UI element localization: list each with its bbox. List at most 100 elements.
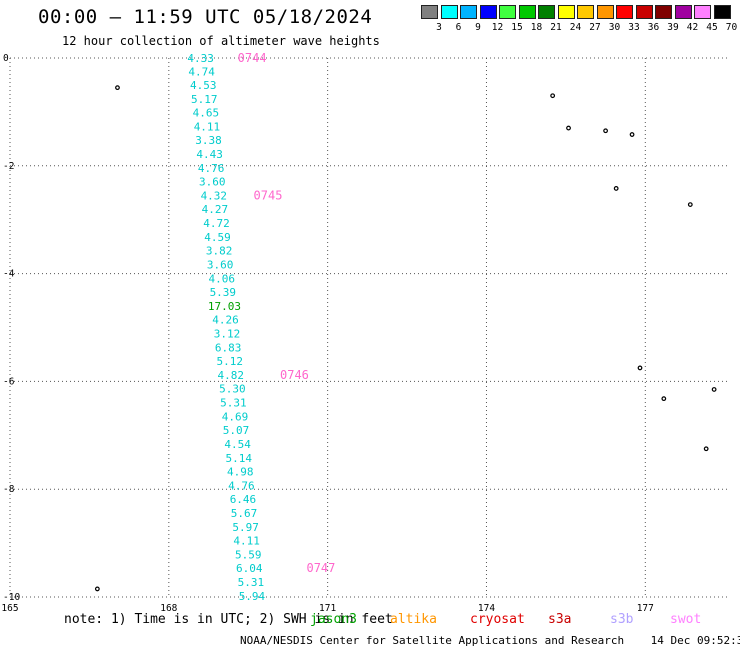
- scale-swatch: [479, 5, 497, 19]
- scale-label: 24: [569, 22, 582, 33]
- footer-note: note: 1) Time is in UTC; 2) SWH is in fe…: [64, 612, 393, 627]
- map-title: 00:00 — 11:59 UTC 05/18/2024: [38, 6, 373, 28]
- scale-swatch: [577, 5, 594, 19]
- wave-height-value: 5.17: [191, 93, 218, 106]
- scale-label: 30: [608, 22, 621, 33]
- wave-height-value: 4.11: [194, 120, 221, 133]
- scale-label: 9: [475, 22, 481, 33]
- scale-swatch: [460, 5, 477, 19]
- scale-swatch: [655, 5, 672, 19]
- latitude-tick-label: -4: [3, 269, 15, 280]
- wave-height-value: 4.54: [224, 438, 251, 451]
- longitude-tick-label: 177: [637, 603, 654, 614]
- wave-height-value: 5.59: [235, 548, 262, 561]
- scale-swatch: [499, 5, 516, 19]
- island-outline: [637, 365, 643, 371]
- satellite-legend-item: swot: [670, 612, 702, 627]
- scale-swatch: [713, 5, 731, 19]
- latitude-tick-label: -2: [3, 161, 14, 172]
- wave-height-value: 5.07: [223, 424, 250, 437]
- scale-swatch: [557, 5, 575, 19]
- wave-height-value: 4.82: [218, 369, 245, 382]
- wave-height-value: 4.53: [190, 79, 217, 92]
- scale-label: 70: [725, 22, 738, 33]
- wave-height-value: 4.43: [196, 148, 223, 161]
- longitude-tick-label: 174: [478, 603, 495, 614]
- island-outline: [687, 202, 693, 208]
- scale-swatch: [694, 5, 711, 19]
- scale-label: 27: [589, 22, 601, 33]
- wave-height-value: 4.11: [233, 534, 260, 547]
- island-outline: [94, 586, 100, 592]
- scale-label: 42: [686, 22, 699, 33]
- pass-time-label: 0744: [238, 51, 267, 65]
- map-subtitle: 12 hour collection of altimeter wave hei…: [62, 34, 380, 48]
- island-outline: [711, 387, 717, 392]
- wave-height-value: 3.12: [214, 327, 241, 340]
- wave-height-value: 3.82: [206, 244, 233, 257]
- wave-height-value: 3.38: [195, 134, 222, 147]
- wave-height-value: 4.65: [193, 106, 220, 119]
- pass-time-label: 0746: [280, 368, 309, 382]
- island-outline: [550, 93, 556, 99]
- island-outline: [566, 125, 571, 131]
- scale-label: 45: [706, 22, 718, 33]
- wave-height-value: 3.60: [207, 258, 234, 271]
- wave-height-value: 4.32: [201, 189, 228, 202]
- satellite-legend-item: altika: [390, 612, 437, 627]
- island-outline: [603, 128, 608, 134]
- scale-label: 33: [628, 22, 640, 33]
- wave-height-value: 4.27: [202, 203, 229, 216]
- scale-label: 15: [511, 22, 523, 33]
- wave-height-value: 5.31: [220, 396, 247, 409]
- wave-height-value: 6.46: [230, 493, 257, 506]
- scale-label: 3: [436, 22, 442, 33]
- latitude-tick-label: -10: [3, 592, 20, 603]
- generation-timestamp: 14 Dec 09:52:31 UTC 2024: [650, 634, 740, 647]
- longitude-tick-label: 165: [1, 603, 18, 614]
- scale-swatch: [616, 5, 633, 19]
- wave-height-value: 5.39: [210, 286, 237, 299]
- satellite-legend-item: cryosat: [470, 612, 525, 627]
- wave-height-value: 4.76: [198, 162, 225, 175]
- wave-height-value: 5.67: [231, 507, 258, 520]
- wave-height-value: 6.04: [236, 562, 263, 575]
- scale-swatch: [518, 5, 536, 19]
- wave-height-value: 6.83: [215, 341, 242, 354]
- satellite-legend-item: jason3: [310, 612, 357, 627]
- footer-credit: NOAA/NESDIS Center for Satellite Applica…: [240, 634, 740, 647]
- island-outline: [629, 132, 635, 137]
- scale-swatch: [421, 5, 438, 19]
- latitude-tick-label: -6: [3, 376, 15, 387]
- scale-label: 18: [530, 22, 543, 33]
- scale-label: 39: [667, 22, 679, 33]
- satellite-legend-item: s3b: [610, 612, 634, 627]
- wave-height-value: 5.94: [239, 590, 266, 603]
- wave-height-value: 5.30: [219, 382, 246, 395]
- wave-height-value: 5.97: [232, 521, 259, 534]
- island-outline: [613, 186, 619, 191]
- island-outline: [115, 85, 120, 91]
- wave-height-value: 3.60: [199, 175, 226, 188]
- scale-label: 21: [550, 22, 562, 33]
- credit-text: NOAA/NESDIS Center for Satellite Applica…: [240, 634, 625, 647]
- scale-swatch: [674, 5, 692, 19]
- wave-height-value: 4.33: [187, 52, 214, 65]
- wave-height-value: 4.69: [222, 410, 249, 423]
- latitude-tick-label: -8: [3, 484, 15, 495]
- wave-height-value: 4.74: [188, 65, 215, 78]
- scale-label: 6: [455, 22, 462, 33]
- wave-height-value: 5.12: [216, 355, 243, 368]
- scale-label: 12: [491, 22, 504, 33]
- island-outline: [661, 396, 667, 402]
- wave-height-value: 4.59: [204, 231, 231, 244]
- pass-time-label: 0747: [306, 561, 335, 575]
- scale-swatch: [440, 5, 458, 19]
- scale-label: 36: [647, 22, 660, 33]
- wave-height-value: 4.26: [212, 313, 239, 326]
- latitude-tick-label: 0: [3, 53, 9, 64]
- wave-height-value: 4.72: [203, 217, 230, 230]
- wave-height-value: 5.14: [225, 452, 252, 465]
- satellite-legend-item: s3a: [548, 612, 572, 627]
